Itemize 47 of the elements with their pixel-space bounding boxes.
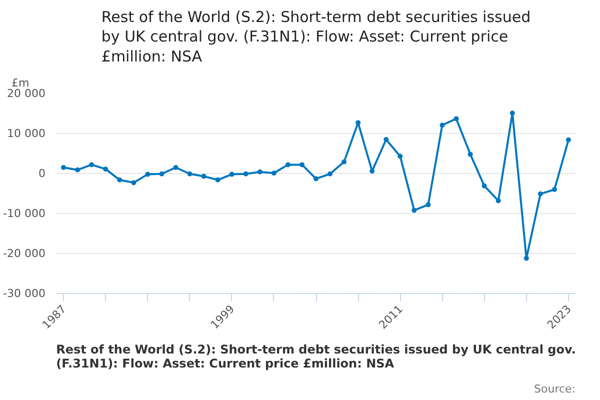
point (117, 177, 122, 182)
point (342, 159, 347, 164)
point (201, 174, 206, 179)
point (131, 180, 136, 186)
point (496, 198, 501, 204)
point (187, 171, 192, 176)
point (412, 208, 417, 213)
y-tick-label: 10 000 (7, 127, 46, 140)
point (271, 170, 276, 176)
y-tick-label: 0 (38, 167, 46, 180)
point (314, 176, 318, 182)
point (356, 120, 361, 126)
point (566, 137, 571, 142)
y-axis-title: £m (12, 76, 30, 90)
point (370, 168, 375, 174)
point (538, 191, 543, 196)
point (468, 152, 473, 157)
source-note: Source: (534, 382, 576, 396)
point (89, 162, 94, 168)
point (524, 256, 529, 261)
point (299, 162, 304, 168)
point (398, 154, 403, 159)
point (75, 167, 80, 172)
point (215, 177, 220, 182)
point (285, 162, 290, 168)
point (454, 116, 459, 122)
point (257, 169, 262, 174)
point (510, 110, 515, 116)
y-tick-label: -30 000 (3, 287, 46, 300)
point (173, 165, 178, 170)
text: Rest of the World (S.2): Short-term debt securities issued by UK central gov. (F.31N1): Flow: Asset: Current price £million: NSA (56, 342, 576, 370)
point (145, 172, 150, 177)
point (61, 165, 66, 170)
point (243, 171, 248, 176)
chart-title: Rest of the World (S.2): Short-term debt securities issued by UK central gov. (F.31N1): Flow: Asset: Current price £million: NSA (101, 8, 531, 66)
y-tick-label: 20 000 (7, 87, 46, 100)
point (552, 187, 557, 192)
y-tick-label: -10 000 (3, 207, 46, 220)
point (482, 183, 487, 188)
point (103, 166, 108, 172)
point (384, 137, 389, 142)
point (229, 172, 234, 177)
point (440, 122, 445, 128)
point (159, 171, 164, 176)
point (328, 171, 333, 176)
point (426, 202, 431, 208)
y-tick-label: -20 000 (3, 247, 46, 260)
